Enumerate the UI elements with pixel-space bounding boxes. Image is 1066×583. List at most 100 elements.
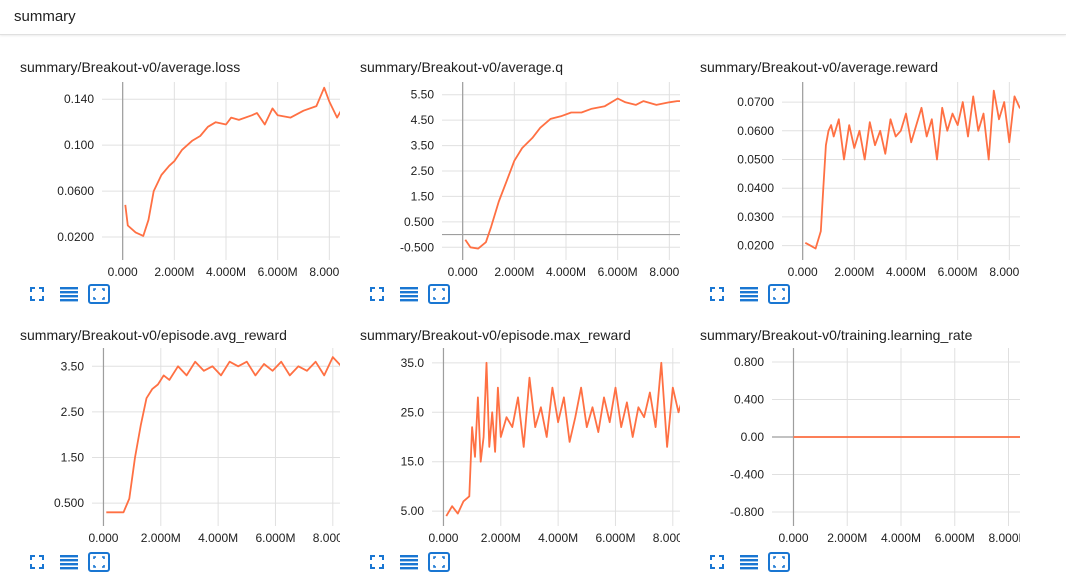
x-tick-label: 2.000M xyxy=(494,265,534,279)
toggle-log-icon[interactable] xyxy=(738,284,760,304)
toggle-log-icon[interactable] xyxy=(58,552,80,572)
x-tick-label: 0.000 xyxy=(788,265,818,279)
x-tick-label: 0.000 xyxy=(108,265,138,279)
line-chart[interactable]: 0.0200 0.0300 0.0400 0.0500 0.0600 0.0700 0.00… xyxy=(680,42,1020,282)
x-tick-label: 8.000M xyxy=(313,531,340,545)
y-tick-label: 1.50 xyxy=(61,451,85,465)
x-tick-label: 8.000M xyxy=(989,265,1020,279)
line-chart[interactable]: 0.500 1.50 2.50 3.50 0.000 2.000M 4.000M 6.000M… xyxy=(0,310,340,550)
fullscreen-icon[interactable] xyxy=(366,552,388,572)
y-tick-label: 0.0500 xyxy=(737,153,774,167)
fit-domain-icon[interactable] xyxy=(768,284,790,304)
y-tick-label: 3.50 xyxy=(411,139,435,153)
line-chart[interactable]: 0.0200 0.0600 0.100 0.140 0.000 2.000M 4.000M 6… xyxy=(0,42,340,282)
line-chart[interactable]: -0.800 -0.400 0.00 0.400 0.800 0.000 2.000M 4.0… xyxy=(680,310,1020,550)
fit-domain-icon[interactable] xyxy=(428,552,450,572)
y-tick-label: 35.0 xyxy=(401,356,425,370)
y-tick-label: 0.140 xyxy=(64,92,94,106)
fullscreen-icon[interactable] xyxy=(706,552,728,572)
x-tick-label: 4.000M xyxy=(538,531,578,545)
fullscreen-icon[interactable] xyxy=(706,284,728,304)
x-tick-label: 2.000M xyxy=(827,531,867,545)
y-tick-label: 0.800 xyxy=(734,355,764,369)
chart-title: summary/Breakout-v0/training.learning_ra… xyxy=(700,327,973,343)
x-tick-label: 6.000M xyxy=(255,531,295,545)
x-tick-label: 4.000M xyxy=(206,265,246,279)
toggle-log-icon[interactable] xyxy=(398,284,420,304)
x-tick-label: 2.000M xyxy=(154,265,194,279)
x-tick-label: 4.000M xyxy=(546,265,586,279)
series-line xyxy=(445,361,680,517)
x-tick-label: 2.000M xyxy=(481,531,521,545)
fit-domain-icon[interactable] xyxy=(88,284,110,304)
y-tick-label: 1.50 xyxy=(411,189,435,203)
series-line xyxy=(106,356,340,514)
y-tick-label: -0.400 xyxy=(730,467,764,481)
app-header: summary xyxy=(0,0,1066,35)
series-line xyxy=(804,89,1020,250)
chart-toolbar xyxy=(366,552,466,572)
fullscreen-icon[interactable] xyxy=(26,284,48,304)
series-line xyxy=(124,86,340,237)
chart-title: summary/Breakout-v0/episode.max_reward xyxy=(360,327,631,343)
chart-card: summary/Breakout-v0/average.loss 0.0200 0.… xyxy=(0,42,340,310)
y-tick-label: 2.50 xyxy=(61,405,85,419)
chart-title: summary/Breakout-v0/average.reward xyxy=(700,59,939,75)
y-tick-label: 5.00 xyxy=(401,504,425,518)
fit-domain-icon[interactable] xyxy=(428,284,450,304)
chart-title: summary/Breakout-v0/average.loss xyxy=(20,59,241,75)
y-tick-label: 0.400 xyxy=(734,393,764,407)
y-tick-label: 2.50 xyxy=(411,164,435,178)
line-chart[interactable]: 5.00 15.0 25.0 35.0 0.000 2.000M 4.000M 6.000M 8… xyxy=(340,310,680,550)
y-tick-label: 0.0700 xyxy=(737,95,774,109)
toggle-log-icon[interactable] xyxy=(738,552,760,572)
line-chart[interactable]: -0.500 0.500 1.50 2.50 3.50 4.50 5.50 0.000 2.00… xyxy=(340,42,680,282)
x-tick-label: 0.000 xyxy=(428,531,458,545)
y-tick-label: 15.0 xyxy=(401,455,425,469)
chart-toolbar xyxy=(706,552,806,572)
chart-toolbar xyxy=(706,284,806,304)
y-tick-label: 3.50 xyxy=(61,359,85,373)
y-tick-label: 0.100 xyxy=(64,138,94,152)
x-tick-label: 6.000M xyxy=(598,265,638,279)
y-tick-label: 0.0300 xyxy=(737,210,774,224)
chart-title: summary/Breakout-v0/average.q xyxy=(360,59,564,75)
x-tick-label: 8.000M xyxy=(988,531,1020,545)
y-tick-label: 0.0400 xyxy=(737,181,774,195)
y-tick-label: 0.0600 xyxy=(737,124,774,138)
y-tick-label: 0.500 xyxy=(54,496,84,510)
toggle-log-icon[interactable] xyxy=(398,552,420,572)
x-tick-label: 6.000M xyxy=(595,531,635,545)
fullscreen-icon[interactable] xyxy=(26,552,48,572)
y-tick-label: -0.500 xyxy=(400,240,434,254)
x-tick-label: 2.000M xyxy=(834,265,874,279)
series-line xyxy=(464,97,680,250)
fullscreen-icon[interactable] xyxy=(366,284,388,304)
chart-title: summary/Breakout-v0/episode.avg_reward xyxy=(20,327,287,343)
toggle-log-icon[interactable] xyxy=(58,284,80,304)
x-tick-label: 6.000M xyxy=(935,531,975,545)
x-tick-label: 2.000M xyxy=(141,531,181,545)
chart-toolbar xyxy=(26,552,126,572)
x-tick-label: 8.000M xyxy=(309,265,340,279)
y-tick-label: 5.50 xyxy=(411,88,435,102)
x-tick-label: 4.000M xyxy=(881,531,921,545)
y-tick-label: 0.0200 xyxy=(57,230,94,244)
chart-card: summary/Breakout-v0/average.q -0.500 0.500… xyxy=(340,42,680,310)
y-tick-label: 4.50 xyxy=(411,113,435,127)
y-tick-label: 25.0 xyxy=(401,405,425,419)
fit-domain-icon[interactable] xyxy=(768,552,790,572)
chart-toolbar xyxy=(26,284,126,304)
y-tick-label: 0.500 xyxy=(404,215,434,229)
chart-card: summary/Breakout-v0/episode.max_reward 5.… xyxy=(340,310,680,578)
x-tick-label: 8.000M xyxy=(649,265,680,279)
y-tick-label: -0.800 xyxy=(730,505,764,519)
x-tick-label: 4.000M xyxy=(886,265,926,279)
chart-card: summary/Breakout-v0/average.reward 0.0200… xyxy=(680,42,1020,310)
x-tick-label: 4.000M xyxy=(198,531,238,545)
fit-domain-icon[interactable] xyxy=(88,552,110,572)
x-tick-label: 8.000M xyxy=(653,531,680,545)
y-tick-label: 0.00 xyxy=(741,430,765,444)
chart-card: summary/Breakout-v0/training.learning_ra… xyxy=(680,310,1020,578)
x-tick-label: 0.000 xyxy=(448,265,478,279)
